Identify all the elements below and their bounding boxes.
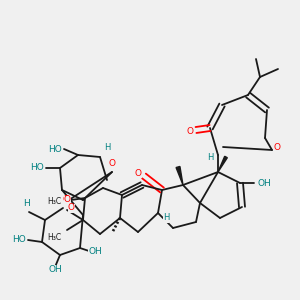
- Text: H: H: [163, 214, 169, 223]
- Text: OH: OH: [48, 265, 62, 274]
- Text: H₃C: H₃C: [47, 197, 61, 206]
- Text: O: O: [134, 169, 142, 178]
- Text: H: H: [207, 154, 213, 163]
- Polygon shape: [176, 167, 183, 185]
- Text: HO: HO: [30, 164, 44, 172]
- Text: O: O: [187, 128, 194, 136]
- Text: O: O: [109, 160, 116, 169]
- Text: HO: HO: [12, 236, 26, 244]
- Text: OH: OH: [258, 178, 272, 188]
- Text: O: O: [64, 196, 70, 205]
- Text: HO: HO: [48, 145, 62, 154]
- Text: O: O: [68, 203, 74, 212]
- Polygon shape: [218, 156, 227, 172]
- Text: O: O: [62, 196, 70, 205]
- Text: OH: OH: [88, 248, 102, 256]
- Text: O: O: [274, 142, 280, 152]
- Text: H₃C: H₃C: [47, 233, 61, 242]
- Text: H: H: [24, 200, 30, 208]
- Text: H: H: [104, 142, 110, 152]
